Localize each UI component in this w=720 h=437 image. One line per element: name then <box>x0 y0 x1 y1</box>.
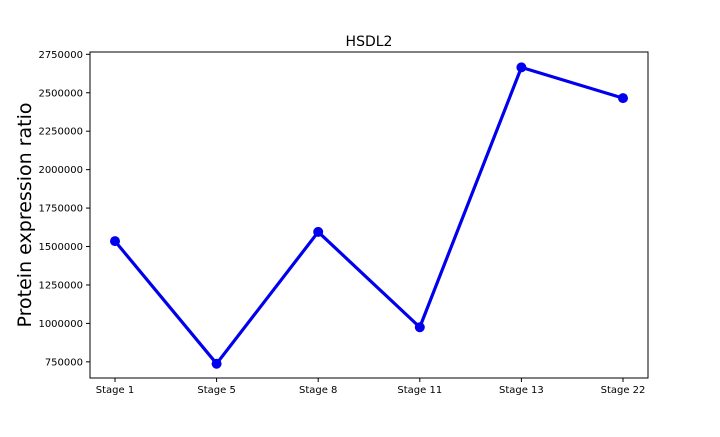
data-point <box>110 236 120 247</box>
y-axis-label: Protein expression ratio <box>14 103 36 328</box>
x-tick-label: Stage 11 <box>397 385 442 396</box>
y-axis-ticks: 750000 1000000 1250000 1500000 1750000 200000… <box>38 50 90 368</box>
y-tick-label: 2750000 <box>38 50 83 61</box>
y-tick-label: 1250000 <box>38 280 83 291</box>
y-tick-label: 2250000 <box>38 127 83 138</box>
series-layer <box>110 62 628 369</box>
chart-title: HSDL2 <box>346 34 393 50</box>
x-tick-label: Stage 5 <box>197 385 235 396</box>
data-point <box>211 358 222 369</box>
data-point <box>516 62 527 73</box>
y-tick-label: 1000000 <box>38 319 83 330</box>
y-tick-label: 1500000 <box>38 242 83 253</box>
x-tick-label: Stage 13 <box>499 385 544 396</box>
y-tick-label: 2500000 <box>38 88 83 99</box>
y-tick-label: 1750000 <box>38 204 83 215</box>
data-point <box>313 226 324 237</box>
y-tick-label: 750000 <box>45 357 83 368</box>
data-point <box>414 322 425 333</box>
data-point <box>618 93 628 104</box>
plot-frame <box>89 51 649 379</box>
series-line <box>113 65 624 366</box>
x-tick-label: Stage 1 <box>96 385 134 396</box>
x-tick-label: Stage 22 <box>601 385 646 396</box>
y-tick-label: 2000000 <box>38 165 83 176</box>
x-axis-ticks: Stage 1 Stage 5 Stage 8 Stage 11 Stage 13 Sta… <box>96 378 646 396</box>
x-tick-label: Stage 8 <box>299 385 337 396</box>
